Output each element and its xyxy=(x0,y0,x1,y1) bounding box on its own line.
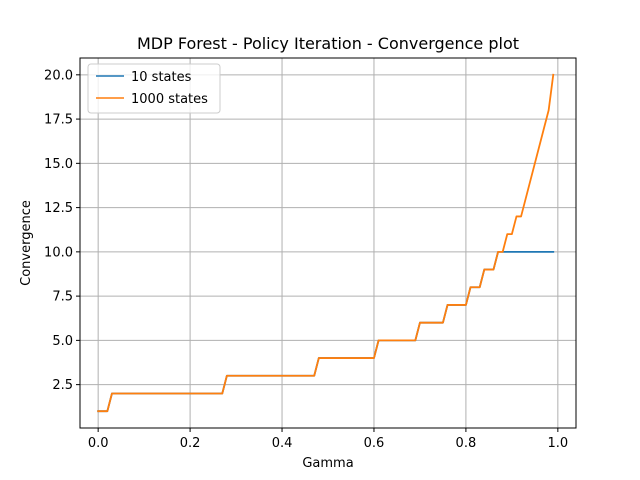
y-tick-label: 2.5 xyxy=(52,378,73,393)
y-tick-label: 10.0 xyxy=(44,245,73,260)
plot-area xyxy=(80,58,576,428)
x-tick-label: 1.0 xyxy=(547,436,568,451)
x-tick-label: 0.2 xyxy=(180,436,201,451)
x-tick-label: 0.6 xyxy=(364,436,385,451)
y-tick-label: 12.5 xyxy=(44,201,73,216)
x-tick-label: 0.4 xyxy=(272,436,293,451)
x-axis-label: Gamma xyxy=(302,456,353,471)
legend: 10 states 1000 states xyxy=(87,63,221,114)
y-tick-label: 17.5 xyxy=(44,113,73,128)
y-tick-label: 20.0 xyxy=(44,68,73,83)
grid xyxy=(80,58,576,428)
y-axis-ticks: 2.5 5.0 7.5 10.0 12.5 15.0 17.5 20.0 xyxy=(44,68,80,393)
x-tick-label: 0.0 xyxy=(88,436,109,451)
series-lines xyxy=(97,73,555,413)
series-line-1000-states xyxy=(97,73,555,413)
y-tick-label: 15.0 xyxy=(44,157,73,172)
legend-label-1000-states: 1000 states xyxy=(131,92,208,107)
x-tick-label: 0.8 xyxy=(456,436,477,451)
y-axis-label: Convergence xyxy=(19,200,34,286)
plot-frame xyxy=(79,57,577,429)
y-tick-label: 7.5 xyxy=(52,290,73,305)
x-axis-ticks: 0.0 0.2 0.4 0.6 0.8 1.0 xyxy=(88,428,568,451)
y-tick-label: 5.0 xyxy=(52,334,73,349)
chart-title: MDP Forest - Policy Iteration - Converge… xyxy=(137,34,519,53)
legend-label-10-states: 10 states xyxy=(131,70,192,85)
